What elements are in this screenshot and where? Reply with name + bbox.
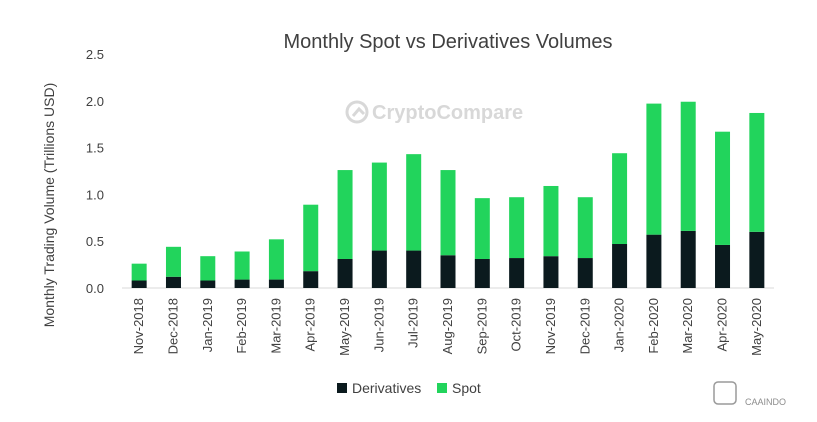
legend-swatch-spot: [437, 383, 447, 393]
corner-logo: CAAINDO: [713, 381, 786, 407]
x-tick-label: Dec-2019: [577, 298, 592, 354]
bar-spot-jan-2019: [200, 256, 216, 281]
y-axis-ticks: 0.0 0.5 1.0 1.5 2.0 2.5: [86, 47, 104, 296]
bar-derivatives-sep-2019: [474, 258, 490, 288]
bar-derivatives-aug-2019: [440, 255, 456, 288]
bar-spot-may-2020: [749, 112, 765, 232]
bar-spot-nov-2019: [543, 185, 559, 257]
bar-derivatives-may-2019: [337, 258, 353, 288]
x-tick-label: Nov-2019: [543, 298, 558, 354]
x-tick-label: Feb-2019: [234, 298, 249, 354]
y-tick-label: 0.5: [86, 234, 104, 249]
bar-spot-aug-2019: [440, 170, 456, 256]
bar-spot-jul-2019: [406, 154, 422, 251]
bar-spot-mar-2019: [268, 239, 284, 280]
x-tick-label: May-2019: [337, 298, 352, 356]
bar-spot-dec-2018: [165, 246, 181, 277]
legend: Derivatives Spot: [337, 380, 481, 396]
x-tick-label: Jan-2020: [612, 298, 627, 352]
x-tick-label: Nov-2018: [131, 298, 146, 354]
y-tick-label: 0.0: [86, 281, 104, 296]
x-tick-label: Mar-2020: [680, 298, 695, 354]
x-tick-label: Jun-2019: [371, 298, 386, 352]
bars: [131, 101, 765, 288]
y-tick-label: 2.0: [86, 94, 104, 109]
y-tick-label: 1.5: [86, 141, 104, 156]
x-tick-label: Jan-2019: [200, 298, 215, 352]
x-tick-label: Oct-2019: [509, 298, 524, 351]
bar-derivatives-apr-2020: [715, 244, 731, 288]
bar-derivatives-feb-2020: [646, 234, 662, 288]
y-tick-label: 2.5: [86, 47, 104, 62]
x-tick-label: Jul-2019: [406, 298, 421, 348]
bar-spot-jun-2019: [371, 162, 387, 251]
bar-derivatives-oct-2019: [509, 258, 525, 288]
bar-derivatives-apr-2019: [303, 271, 319, 288]
bar-derivatives-feb-2019: [234, 279, 250, 288]
bar-spot-apr-2020: [715, 131, 731, 245]
x-axis-ticks: Nov-2018 Dec-2018 Jan-2019 Feb-2019 Mar-2019…: [131, 298, 764, 356]
bar-derivatives-jan-2019: [200, 280, 216, 288]
bar-derivatives-nov-2019: [543, 256, 559, 288]
bar-spot-feb-2020: [646, 103, 662, 235]
x-tick-label: Apr-2020: [715, 298, 730, 351]
bar-spot-apr-2019: [303, 204, 319, 272]
watermark-brand: CryptoCompare: [372, 102, 523, 124]
bar-derivatives-mar-2020: [680, 230, 696, 288]
x-tick-label: Apr-2019: [303, 298, 318, 351]
bar-spot-sep-2019: [474, 198, 490, 259]
y-tick-label: 1.0: [86, 187, 104, 202]
corner-logo-text: CAAINDO: [745, 397, 786, 407]
bar-derivatives-jan-2020: [612, 244, 628, 288]
bar-derivatives-jul-2019: [406, 250, 422, 288]
chart-title: Monthly Spot vs Derivatives Volumes: [283, 31, 612, 53]
x-tick-label: Feb-2020: [646, 298, 661, 354]
x-tick-label: Dec-2018: [165, 298, 180, 354]
bar-derivatives-mar-2019: [268, 279, 284, 288]
bar-derivatives-dec-2018: [165, 276, 181, 288]
bar-spot-jan-2020: [612, 153, 628, 245]
bar-spot-oct-2019: [509, 197, 525, 259]
cryptocompare-logo-icon: [345, 100, 369, 124]
legend-swatch-derivatives: [337, 383, 347, 393]
legend-label-spot: Spot: [452, 380, 481, 396]
x-tick-label: Mar-2019: [268, 298, 283, 354]
corner-logo-icon: [713, 381, 737, 405]
bar-spot-may-2019: [337, 170, 353, 259]
watermark: CryptoCompare: [345, 100, 523, 124]
bar-derivatives-may-2020: [749, 231, 765, 288]
x-tick-label: Aug-2019: [440, 298, 455, 354]
x-tick-label: May-2020: [749, 298, 764, 356]
bar-spot-mar-2020: [680, 101, 696, 231]
bar-spot-nov-2018: [131, 263, 147, 281]
bar-derivatives-dec-2019: [577, 258, 593, 288]
legend-label-derivatives: Derivatives: [352, 380, 421, 396]
y-axis-label: Monthly Trading Volume (Trillions USD): [41, 83, 57, 328]
bar-spot-feb-2019: [234, 251, 250, 280]
x-tick-label: Sep-2019: [474, 298, 489, 354]
bar-spot-dec-2019: [577, 197, 593, 259]
bar-derivatives-jun-2019: [371, 250, 387, 288]
bar-derivatives-nov-2018: [131, 280, 147, 288]
